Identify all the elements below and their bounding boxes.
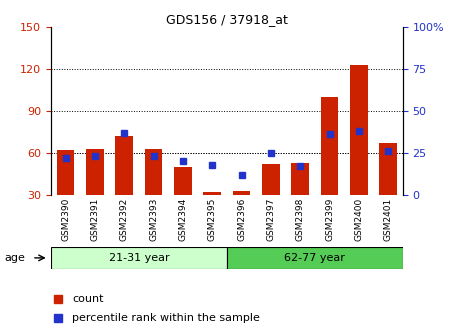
FancyBboxPatch shape [51, 247, 227, 269]
Bar [57, 150, 75, 195]
Bar [115, 136, 133, 195]
Bar [145, 149, 163, 195]
Bar [350, 65, 368, 195]
Bar [174, 167, 192, 195]
Text: count: count [72, 294, 104, 304]
Bar [321, 97, 338, 195]
Text: 21-31 year: 21-31 year [109, 253, 169, 263]
Text: 62-77 year: 62-77 year [284, 253, 345, 263]
Bar [203, 192, 221, 195]
Bar [86, 149, 104, 195]
Text: age: age [5, 253, 25, 263]
Bar [233, 191, 250, 195]
Bar [379, 143, 397, 195]
Bar [262, 164, 280, 195]
Bar [291, 163, 309, 195]
Text: percentile rank within the sample: percentile rank within the sample [72, 312, 260, 323]
FancyBboxPatch shape [227, 247, 403, 269]
Title: GDS156 / 37918_at: GDS156 / 37918_at [166, 13, 288, 26]
